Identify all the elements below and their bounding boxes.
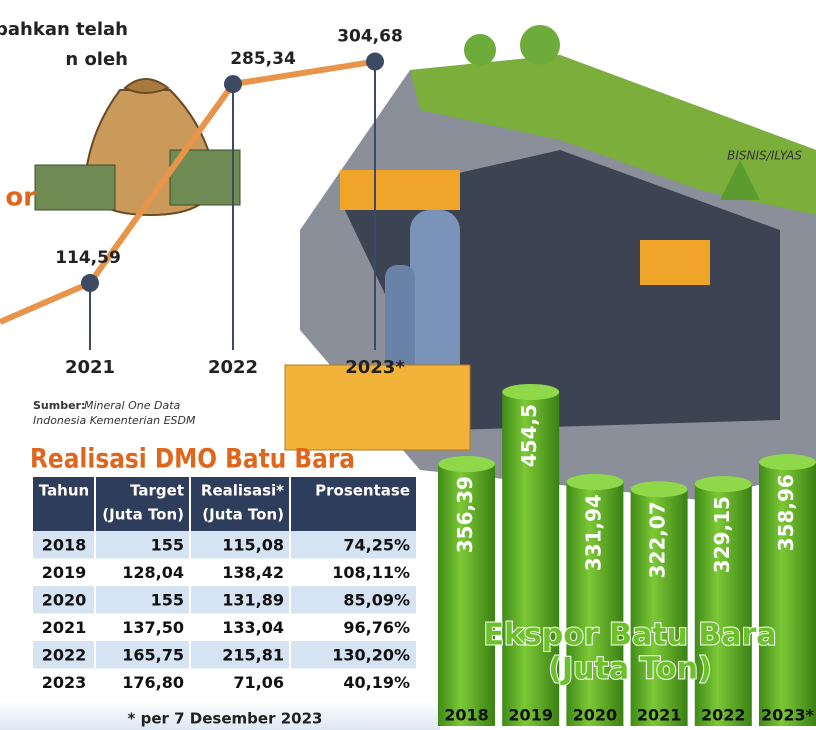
table-cell: 2021 (42, 618, 87, 637)
point (224, 75, 242, 94)
table-header-cell: Target (130, 482, 184, 500)
annotation: or (5, 183, 36, 213)
bar (502, 391, 560, 726)
value-label: 285,34 (230, 49, 296, 69)
x-tick-label: 2023* (345, 357, 405, 378)
table-cell: 131,89 (222, 590, 284, 609)
table-cell: 2019 (42, 563, 87, 582)
x-tick-label: 2018 (444, 706, 489, 725)
table-cell: 2018 (42, 535, 87, 554)
table-cell: 165,75 (122, 645, 184, 664)
mine-illustration (284, 25, 816, 500)
bar-cap (566, 474, 624, 491)
table-cell: 96,76% (343, 618, 410, 637)
table-cell: 2023 (42, 673, 87, 692)
money-bag-illustration (34, 78, 241, 217)
table-row (33, 641, 416, 669)
bar-cap (502, 383, 560, 400)
table-cell: 108,11% (332, 563, 410, 582)
table-cell: 130,20% (332, 645, 410, 664)
annotation: n oleh (65, 49, 128, 70)
table-cell: 138,42 (222, 563, 284, 582)
bar (630, 489, 688, 726)
bar (566, 482, 624, 726)
value-label: 329,15 (710, 496, 734, 573)
chart-title: Ekspor Batu Bara (483, 618, 776, 653)
table-cell: 2020 (42, 590, 87, 609)
table-title: Realisasi DMO Batu Bara (30, 444, 355, 475)
x-tick-label: 2023* (761, 706, 815, 725)
table-header (33, 477, 416, 531)
table-header-cell: Realisasi* (201, 482, 284, 500)
value-label: 331,94 (581, 494, 605, 571)
bar-cap (438, 456, 495, 473)
table-cell: 74,25% (343, 535, 410, 554)
bar (759, 462, 816, 726)
table-header-cell: (Juta Ton) (102, 506, 184, 524)
x-tick-label: 2021 (637, 706, 682, 725)
table-header-cell: (Juta Ton) (202, 506, 284, 524)
footer-band (0, 700, 440, 730)
x-tick-label: 2022 (701, 706, 746, 725)
table-cell: 40,19% (343, 673, 410, 692)
x-tick-label: 2022 (208, 357, 258, 378)
bar-cap (759, 454, 816, 471)
value-label: 304,68 (337, 27, 403, 47)
x-tick-label: 2020 (573, 706, 618, 725)
table-row (33, 558, 416, 586)
annotation: bahkan telah (0, 19, 128, 40)
table-row (33, 531, 416, 559)
table-cell: 155 (151, 535, 184, 554)
table-header-cell: Tahun (39, 482, 89, 500)
credit: BISNIS/ILYAS (727, 149, 802, 163)
bar (438, 464, 495, 726)
source-label: Sumber: (33, 399, 85, 412)
bar-cap (694, 476, 752, 493)
value-label: 356,39 (453, 476, 477, 553)
bar (694, 484, 752, 726)
table-row (33, 613, 416, 641)
line-lead-in (0, 280, 92, 325)
table-cell: 115,08 (222, 535, 284, 554)
point (366, 52, 384, 71)
point (81, 274, 99, 293)
x-tick-label: 2019 (508, 706, 553, 725)
table-header-cell: Prosentase (315, 482, 410, 500)
chart-subtitle: (Juta Ton) (548, 652, 711, 687)
x-tick-label: 2021 (65, 357, 115, 378)
source-text: Mineral One Data (84, 399, 181, 412)
table-cell: 71,06 (233, 673, 284, 692)
footnote: * per 7 Desember 2023 (128, 710, 323, 728)
value-label: 114,59 (55, 248, 121, 268)
table-cell: 137,50 (122, 618, 184, 637)
value-label: 454,5 (517, 404, 541, 467)
table-cell: 133,04 (222, 618, 284, 637)
bar-cap (630, 481, 688, 498)
source-text: Indonesia Kementerian ESDM (33, 414, 196, 427)
table-cell: 2022 (42, 645, 87, 664)
value-label: 322,07 (646, 501, 670, 578)
table-cell: 128,04 (122, 563, 184, 582)
table-cell: 85,09% (343, 590, 410, 609)
table-cell: 215,81 (222, 645, 284, 664)
value-label: 358,96 (774, 474, 798, 551)
table-row (33, 586, 416, 614)
table-cell: 155 (151, 590, 184, 609)
table-cell: 176,80 (122, 673, 184, 692)
table-row (33, 668, 416, 696)
